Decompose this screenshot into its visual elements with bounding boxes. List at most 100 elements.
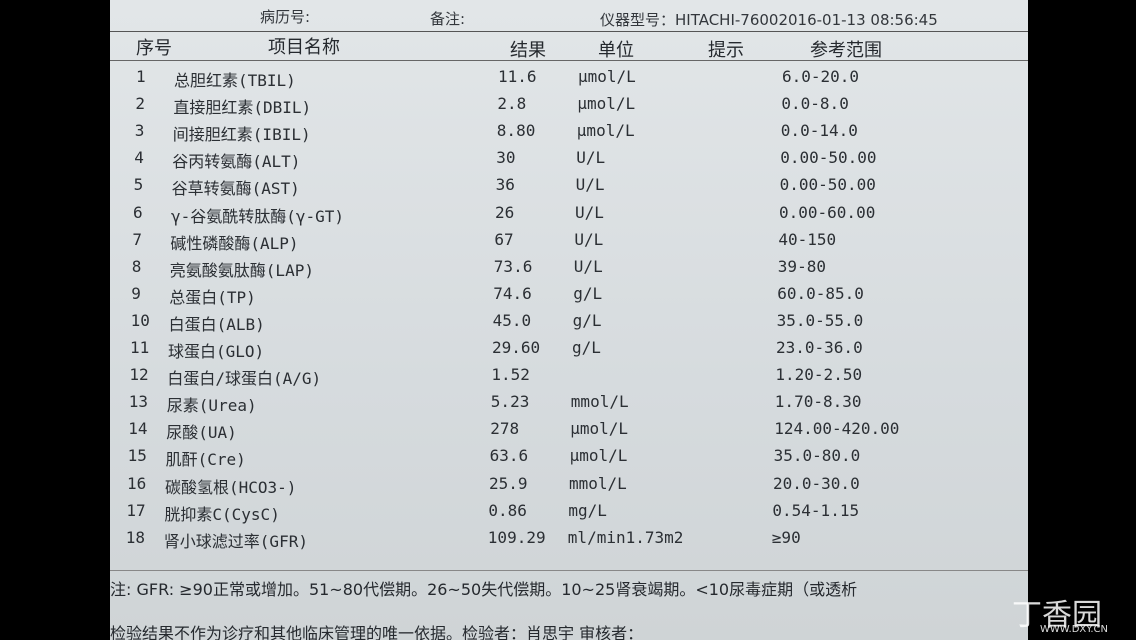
- result-value: 0.86: [488, 500, 527, 520]
- row-number: 5: [133, 175, 144, 195]
- unit: mmol/L: [569, 473, 627, 493]
- unit: U/L: [574, 229, 604, 249]
- item-name: 白蛋白/球蛋白(A/G): [167, 369, 322, 389]
- result-value: 26: [495, 202, 515, 222]
- row-number: 2: [135, 94, 146, 114]
- row-number: 15: [127, 446, 147, 466]
- column-header: 序号: [136, 38, 172, 59]
- result-value: 63.6: [489, 446, 529, 466]
- footnote: 注: GFR: ≥90正常或增加。51~80代偿期。26~50失代偿期。10~2…: [110, 580, 858, 599]
- column-header: 项目名称: [268, 37, 340, 58]
- reference-range: 0.00-50.00: [780, 148, 877, 168]
- unit: U/L: [575, 202, 604, 222]
- result-value: 73.6: [493, 256, 533, 276]
- reference-range: 35.0-55.0: [776, 310, 864, 330]
- item-name: 尿素(Urea): [166, 396, 257, 416]
- reference-range: 1.20-2.50: [775, 365, 863, 385]
- unit: U/L: [573, 256, 603, 276]
- reference-range: 60.0-85.0: [777, 283, 864, 303]
- item-name: 肌酐(Cre): [165, 450, 246, 470]
- remark-label: 备注:: [430, 10, 466, 28]
- reference-range: ≥90: [771, 527, 801, 547]
- row-number: 1: [136, 67, 146, 86]
- item-name: 碳酸氢根(HCO3-): [165, 477, 297, 497]
- reference-range: 6.0-20.0: [782, 67, 860, 86]
- record-number-label: 病历号:: [260, 8, 311, 26]
- item-name: 谷丙转氨酶(ALT): [172, 152, 301, 172]
- reference-range: 0.0-8.0: [781, 94, 849, 114]
- row-number: 3: [134, 121, 145, 141]
- reference-range: 0.54-1.15: [772, 500, 860, 520]
- item-name: 亮氨酸氨肽酶(LAP): [169, 260, 314, 280]
- result-value: 278: [490, 419, 520, 439]
- item-name: 尿酸(UA): [166, 423, 237, 443]
- header-rule: [110, 60, 1028, 61]
- unit: mmol/L: [570, 392, 629, 412]
- instrument-info: 仪器型号：HITACHI-76002016-01-13 08:56:45: [600, 11, 938, 29]
- unit: μmol/L: [569, 446, 628, 466]
- reference-range: 40-150: [778, 229, 837, 249]
- result-value: 45.0: [492, 310, 532, 330]
- result-value: 67: [494, 229, 514, 249]
- result-value: 25.9: [489, 473, 528, 493]
- result-value: 36: [495, 175, 515, 195]
- item-name: 碱性磷酸酶(ALP): [170, 233, 299, 253]
- column-header: 参考范围: [810, 40, 882, 61]
- row-number: 16: [127, 473, 147, 493]
- item-name: 总蛋白(TP): [169, 287, 256, 307]
- result-value: 5.23: [490, 392, 530, 412]
- unit: g/L: [572, 310, 602, 330]
- unit: g/L: [573, 283, 603, 303]
- row-number: 11: [130, 338, 150, 357]
- result-value: 8.80: [496, 121, 536, 141]
- reference-range: 0.0-14.0: [780, 121, 858, 141]
- top-rule: [110, 31, 1028, 32]
- item-name: 肾小球滤过率(GFR): [163, 531, 308, 551]
- row-number: 8: [131, 256, 142, 276]
- unit: μmol/L: [570, 419, 628, 439]
- disclaimer: 检验结果不作为诊疗和其他临床管理的唯一依据。检验者：肖思宇 审核者：: [110, 624, 644, 640]
- item-name: 球蛋白(GLO): [168, 342, 265, 361]
- result-value: 11.6: [498, 67, 537, 86]
- item-name: 间接胆红素(IBIL): [172, 125, 311, 145]
- row-number: 18: [125, 527, 146, 547]
- row-number: 12: [129, 365, 149, 385]
- result-value: 29.60: [492, 338, 541, 357]
- result-value: 30: [496, 148, 516, 168]
- unit: ml/min1.73m2: [567, 527, 684, 547]
- item-name: 总胆红素(TBIL): [174, 71, 296, 90]
- item-name: 胱抑素C(CysC): [164, 504, 280, 524]
- unit: μmol/L: [576, 121, 635, 141]
- unit: U/L: [576, 148, 606, 168]
- reference-range: 23.0-36.0: [776, 338, 863, 357]
- unit: μmol/L: [578, 67, 636, 86]
- row-number: 9: [131, 283, 141, 303]
- row-number: 7: [132, 229, 143, 249]
- row-number: 14: [128, 419, 148, 439]
- reference-range: 39-80: [777, 256, 826, 276]
- column-header: 提示: [708, 40, 744, 61]
- item-name: γ-谷氨酰转肽酶(γ-GT): [171, 206, 345, 226]
- reference-range: 124.00-420.00: [774, 419, 900, 439]
- report-paper: 病历号: 备注: 仪器型号：HITACHI-76002016-01-13 08:…: [110, 0, 1028, 640]
- result-value: 109.29: [487, 527, 546, 547]
- result-value: 74.6: [493, 283, 532, 303]
- result-value: 2.8: [497, 94, 527, 114]
- column-header: 单位: [598, 40, 634, 61]
- footer-rule: [110, 570, 1028, 571]
- watermark-logo: 丁香园: [1012, 598, 1102, 633]
- unit: mg/L: [568, 500, 607, 520]
- unit: μmol/L: [577, 94, 636, 114]
- reference-range: 0.00-60.00: [779, 202, 876, 222]
- result-value: 1.52: [491, 365, 530, 385]
- reference-range: 20.0-30.0: [773, 473, 860, 493]
- row-number: 10: [130, 310, 150, 330]
- reference-range: 35.0-80.0: [773, 446, 861, 466]
- row-number: 13: [128, 392, 149, 412]
- row-number: 17: [126, 500, 146, 520]
- reference-range: 1.70-8.30: [774, 392, 862, 412]
- item-name: 直接胆红素(DBIL): [173, 98, 312, 118]
- item-name: 谷草转氨酶(AST): [171, 179, 300, 199]
- column-header: 结果: [510, 40, 546, 61]
